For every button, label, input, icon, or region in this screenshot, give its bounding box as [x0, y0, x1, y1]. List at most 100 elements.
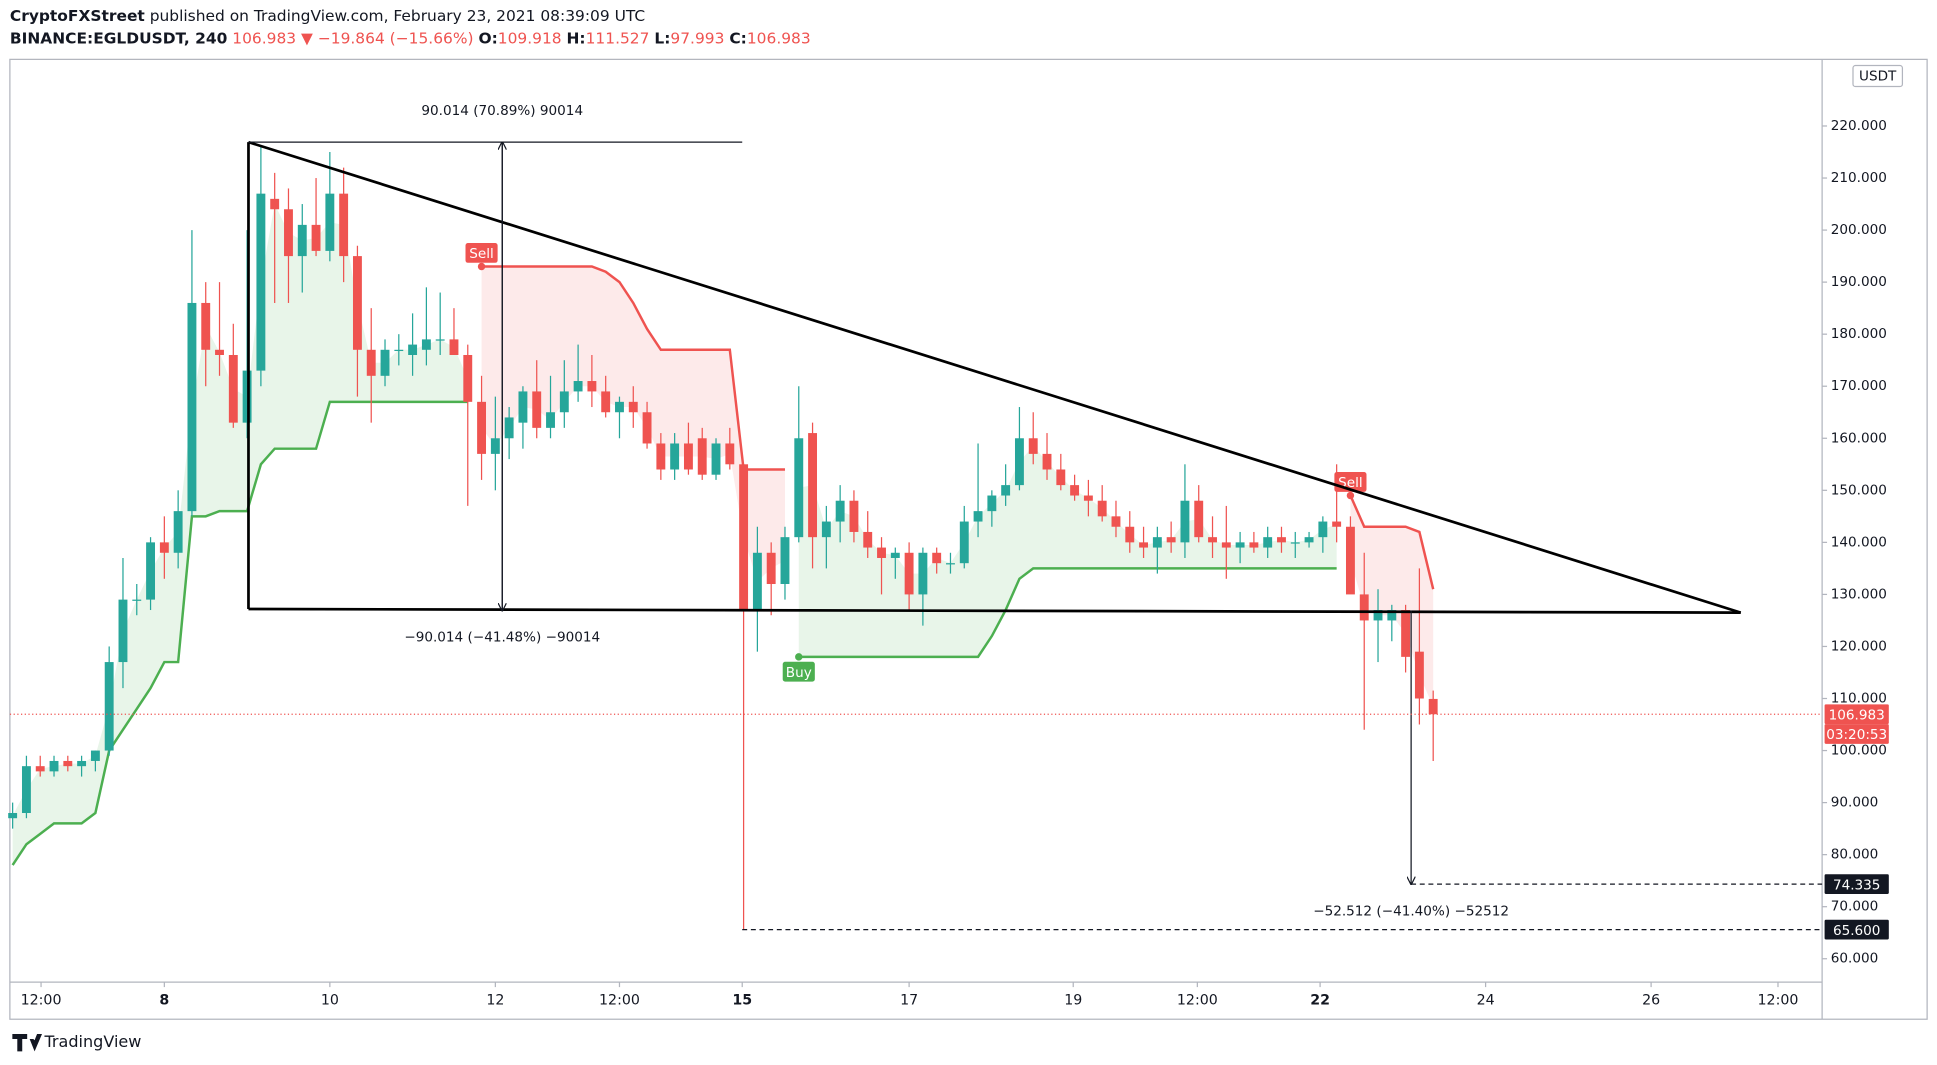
x-tick-label: 24: [1477, 993, 1495, 1009]
candle-body: [132, 599, 142, 601]
candle-body: [697, 438, 707, 475]
frame: [9, 58, 1928, 1020]
candle-body: [339, 193, 349, 257]
candle-body: [325, 193, 335, 251]
trend-fill: [798, 446, 1337, 657]
x-tick-label: 22: [1310, 993, 1330, 1009]
c-value: 106.983: [747, 29, 811, 47]
price-label-box: [1824, 874, 1889, 895]
candle-body: [394, 349, 404, 352]
o-value: 109.918: [498, 29, 562, 47]
candle-body: [1070, 485, 1080, 496]
candle-body: [1263, 537, 1273, 548]
candle-body: [1249, 542, 1259, 548]
candle-body: [587, 381, 597, 392]
trendline: [248, 607, 1741, 614]
signal-dot: [1346, 491, 1355, 500]
candle-body: [1014, 438, 1024, 486]
o-label: O:: [478, 29, 497, 47]
y-tick-label: 70.000: [1831, 899, 1879, 915]
signal-box: [782, 661, 815, 682]
timer-label: 03:20:53: [1826, 727, 1887, 743]
candle-body: [477, 401, 487, 454]
price-label-box: [1824, 919, 1889, 940]
candle-body: [890, 552, 900, 558]
candle-body: [573, 381, 583, 392]
candle-body: [1208, 537, 1217, 543]
candle-body: [63, 760, 73, 767]
h-label: H:: [567, 29, 586, 47]
x-tick-label: 12:00: [1177, 993, 1218, 1009]
author: CryptoFXStreet: [10, 7, 146, 25]
x-tick-label: 15: [732, 993, 752, 1009]
candle-body: [104, 662, 114, 751]
y-tick-label: 190.000: [1831, 274, 1887, 290]
y-tick-label: 100.000: [1831, 743, 1887, 759]
candle-body: [1111, 516, 1121, 527]
candle-body: [270, 198, 280, 210]
candle-body: [35, 766, 45, 772]
candle-body: [904, 552, 914, 595]
candle-body: [284, 209, 293, 257]
candle-body: [1221, 542, 1231, 548]
trendline: [248, 140, 1742, 614]
candle-body: [780, 537, 790, 585]
candle-body: [532, 391, 542, 428]
candle-body: [1304, 537, 1314, 543]
candle-body: [739, 464, 749, 611]
candle-body: [1359, 594, 1369, 621]
candle-body: [380, 349, 390, 376]
price-label: 65.600: [1833, 923, 1881, 939]
trend-fill: [481, 266, 785, 582]
candle-body: [601, 391, 611, 413]
candle-body: [946, 563, 955, 565]
candle-body: [1097, 500, 1107, 517]
candle-body: [821, 521, 831, 538]
symbol-line: BINANCE:EGLDUSDT, 240 106.983 ▼ −19.864 …: [10, 29, 811, 47]
candle-body: [1414, 651, 1424, 699]
currency-box[interactable]: [1852, 64, 1904, 88]
candle-body: [1428, 698, 1438, 715]
candle-body: [1056, 469, 1066, 486]
candle-body: [1028, 438, 1038, 454]
candle-body: [987, 495, 997, 512]
candle-body: [1235, 542, 1245, 548]
candle-body: [1332, 521, 1342, 527]
candle-body: [118, 599, 128, 663]
candle-body: [656, 443, 666, 470]
candle-body: [490, 438, 500, 454]
y-tick-label: 140.000: [1831, 534, 1887, 550]
candle-body: [504, 417, 514, 439]
candle-body: [670, 443, 680, 470]
candle-body: [408, 344, 418, 355]
x-tick-label: 12: [486, 993, 504, 1009]
y-tick-label: 60.000: [1831, 951, 1879, 967]
signal-label: Sell: [469, 246, 494, 262]
candle-body: [352, 256, 362, 350]
l-value: 97.993: [670, 29, 724, 47]
candle-body: [849, 500, 859, 532]
candle-body: [421, 339, 431, 350]
candle-body: [794, 438, 804, 538]
change: ▼ −19.864 (−15.66%): [301, 29, 473, 47]
candle-body: [615, 401, 624, 413]
candle-body: [201, 302, 211, 350]
symbol: BINANCE:EGLDUSDT, 240: [10, 29, 227, 47]
y-tick-label: 180.000: [1831, 326, 1887, 342]
h-value: 111.527: [586, 29, 650, 47]
candle-body: [546, 412, 555, 428]
candle-body: [683, 443, 693, 470]
candle-body: [435, 339, 445, 341]
candle-body: [642, 412, 652, 444]
candle-body: [1387, 610, 1397, 621]
y-tick-label: 210.000: [1831, 170, 1887, 186]
candle-body: [959, 521, 969, 564]
y-tick-label: 220.000: [1831, 118, 1887, 134]
candle-body: [1152, 537, 1162, 548]
trend-fill: [1350, 495, 1434, 707]
published: published on TradingView.com, February 2…: [145, 7, 645, 25]
candle-body: [835, 500, 845, 522]
measure-label: −90.014 (−41.48%) −90014: [404, 630, 600, 646]
x-tick-label: 12:00: [599, 993, 640, 1009]
